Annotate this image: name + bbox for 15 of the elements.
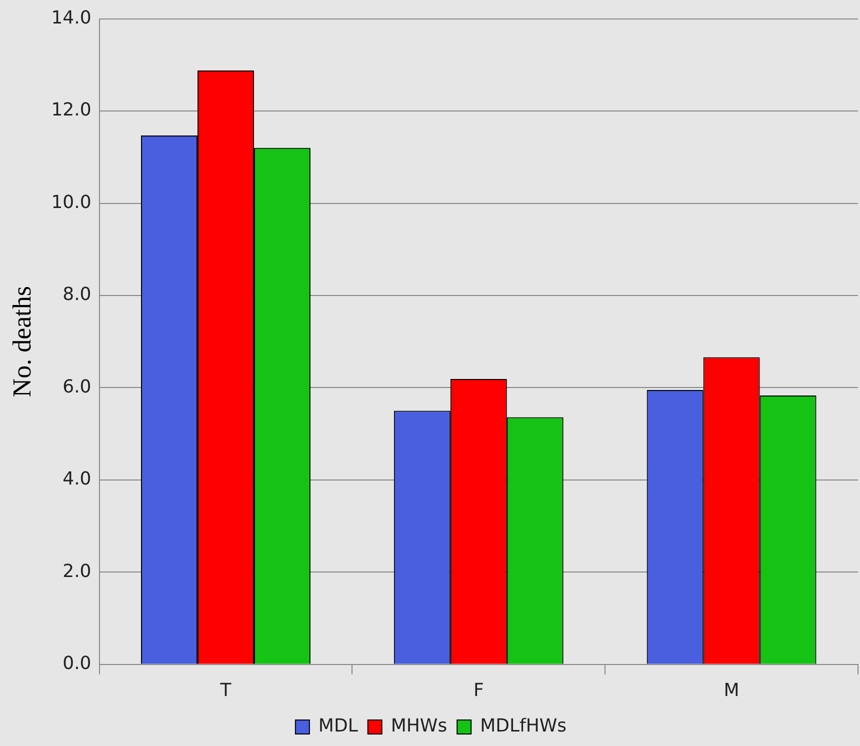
y-tick-label: 12.0 <box>51 100 92 121</box>
legend-label: MDL <box>318 716 358 737</box>
y-tick-label: 6.0 <box>62 376 92 398</box>
y-axis-title: No. deaths <box>7 286 36 398</box>
legend-label: MDLfHWs <box>480 716 567 737</box>
x-tick-label: F <box>473 680 484 701</box>
y-tick-label: 14.0 <box>51 7 92 28</box>
legend-label: MHWs <box>390 716 448 737</box>
y-tick-label: 10.0 <box>51 192 92 213</box>
y-tick-label: 0.0 <box>62 653 92 674</box>
y-tick-label: 8.0 <box>62 284 92 306</box>
x-tick-label: M <box>724 680 740 701</box>
x-tick-label: T <box>219 680 232 701</box>
y-tick-label: 4.0 <box>62 468 92 490</box>
y-tick-label: 2.0 <box>62 560 92 582</box>
